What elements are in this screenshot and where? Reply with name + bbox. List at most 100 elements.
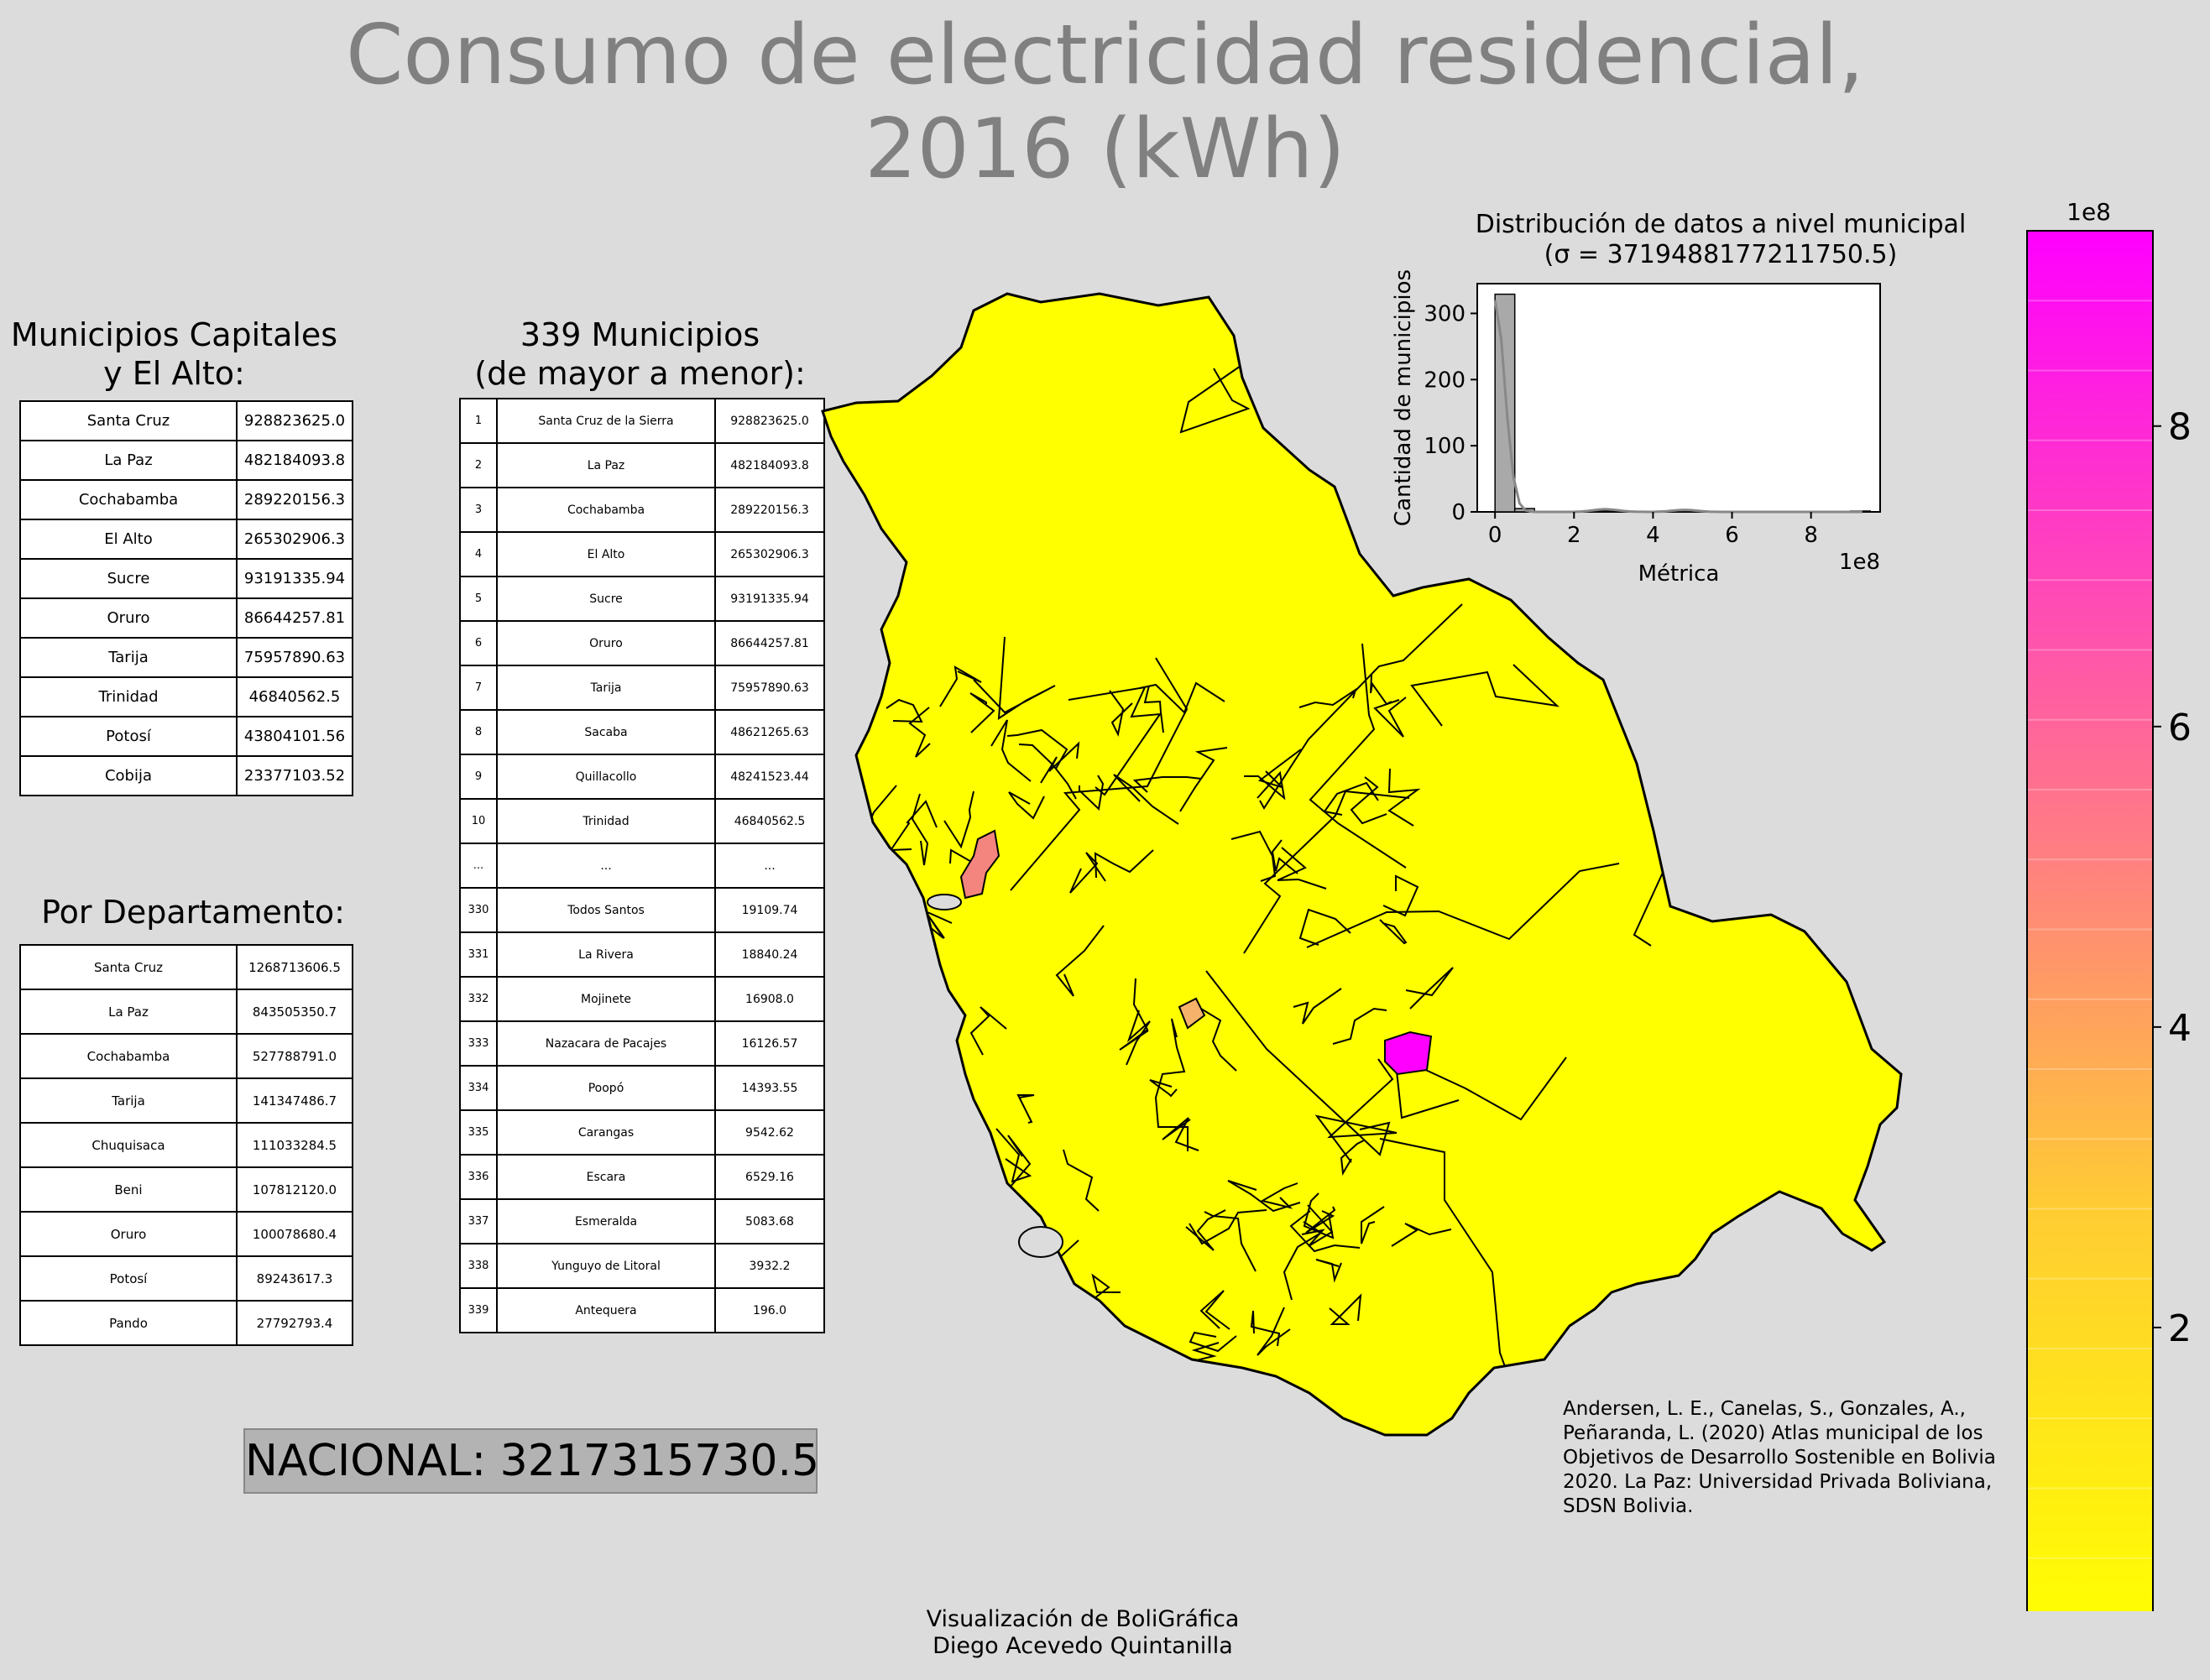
municipal-border xyxy=(1227,1180,1301,1213)
municipality-value-cell: 48241523.44 xyxy=(714,754,825,800)
capital-value-cell: 482184093.8 xyxy=(236,440,353,481)
capital-row: Potosí 43804101.56 xyxy=(19,716,353,757)
municipal-border xyxy=(923,1119,975,1144)
municipality-rank-cell: 334 xyxy=(459,1065,498,1111)
department-name-cell: Oruro xyxy=(19,1211,238,1257)
municipality-rank-cell: ... xyxy=(459,843,498,889)
municipality-name-cell: Escara xyxy=(496,1154,716,1200)
municipality-name-cell: El Alto xyxy=(496,531,716,577)
municipality-rank-cell: 331 xyxy=(459,931,498,978)
capital-name-cell: Trinidad xyxy=(19,676,238,717)
municipal-border xyxy=(1271,839,1298,874)
municipality-rank-cell: 332 xyxy=(459,976,498,1022)
municipality-name-cell: ... xyxy=(496,843,716,889)
municipal-border xyxy=(943,790,974,849)
capital-value-cell: 93191335.94 xyxy=(236,558,353,599)
municipal-border xyxy=(1139,681,1225,714)
municipality-value-cell: 482184093.8 xyxy=(714,442,825,488)
lake-titicaca xyxy=(927,894,962,910)
page-title: Consumo de electricidad residencial, 201… xyxy=(0,8,2210,196)
department-value-cell: 843505350.7 xyxy=(236,989,353,1035)
histogram-x-tick-label: 0 xyxy=(1488,523,1502,548)
histogram-x-label: Métrica xyxy=(1638,561,1720,587)
municipal-border xyxy=(1298,908,1351,946)
municipality-rank-cell: 10 xyxy=(459,798,498,844)
municipality-rank-cell: 5 xyxy=(459,576,498,622)
municipal-border xyxy=(1068,686,1162,796)
municipality-rank-cell: 7 xyxy=(459,665,498,711)
municipality-name-cell: Santa Cruz de la Sierra xyxy=(496,398,716,444)
municipal-border xyxy=(1309,643,1407,869)
municipal-border xyxy=(1293,988,1342,1025)
capital-value-cell: 23377103.52 xyxy=(236,755,353,796)
capitals-heading: Municipios Capitales y El Alto: xyxy=(0,316,348,393)
municipal-border xyxy=(1301,1204,1334,1247)
municipal-border xyxy=(1189,1209,1267,1245)
municipality-rank-cell: 330 xyxy=(459,887,498,933)
department-value-cell: 111033284.5 xyxy=(236,1122,353,1168)
capital-name-cell: Potosí xyxy=(19,716,238,757)
capital-value-cell: 265302906.3 xyxy=(236,519,353,560)
title-line-2: 2016 (kWh) xyxy=(865,102,1345,197)
capital-value-cell: 75957890.63 xyxy=(236,637,353,678)
municipal-border xyxy=(1040,741,1080,784)
map-region-santa-cruz xyxy=(1384,1030,1433,1076)
histogram-title-line-2: (σ = 3719488177211750.5) xyxy=(1544,240,1898,269)
capital-value-cell: 289220156.3 xyxy=(236,479,353,520)
municipality-rank-cell: 6 xyxy=(459,620,498,666)
municipal-border xyxy=(969,692,995,733)
municipality-value-cell: 289220156.3 xyxy=(714,487,825,533)
municipality-rank-cell: 337 xyxy=(459,1198,498,1244)
municipal-border xyxy=(1113,774,1179,825)
capital-name-cell: Sucre xyxy=(19,558,238,599)
municipality-value-cell: 19109.74 xyxy=(714,887,825,933)
department-row: Tarija 141347486.7 xyxy=(19,1077,353,1124)
municipal-border xyxy=(1373,697,1407,738)
colorbar-tick-label: 8 xyxy=(2168,406,2192,449)
municipal-border xyxy=(1405,967,1454,1010)
municipal-border xyxy=(1189,1331,1237,1353)
municipality-value-cell: 928823625.0 xyxy=(714,398,825,444)
histogram-title-line-1: Distribución de datos a nivel municipal xyxy=(1475,210,1967,239)
municipal-border xyxy=(1192,1003,1237,1072)
municipality-value-cell: 93191335.94 xyxy=(714,576,825,622)
credits-line-2: Diego Acevedo Quintanilla xyxy=(933,1633,1233,1659)
colorbar-frame xyxy=(2026,230,2154,1611)
municipal-border xyxy=(969,1006,1007,1056)
municipal-border xyxy=(940,1140,969,1198)
municipal-border xyxy=(1079,775,1105,811)
histogram-y-tick-label: 300 xyxy=(1424,301,1465,326)
capital-value-cell: 928823625.0 xyxy=(236,400,353,441)
department-row: Potosí 89243617.3 xyxy=(19,1255,353,1302)
municipality-name-cell: Antequera xyxy=(496,1287,716,1333)
municipality-value-cell: 265302906.3 xyxy=(714,531,825,577)
department-value-cell: 527788791.0 xyxy=(236,1033,353,1079)
histogram-kde-curve xyxy=(1493,300,1863,514)
municipal-border xyxy=(1767,599,1840,704)
municipal-border xyxy=(1162,1117,1199,1151)
municipal-border xyxy=(1306,863,1620,948)
histogram-plot-area xyxy=(1476,283,1881,513)
municipality-row: 10 Trinidad 46840562.5 xyxy=(459,798,825,844)
municipal-border xyxy=(922,1183,948,1252)
municipality-name-cell: Sacaba xyxy=(496,709,716,755)
municipality-rank-cell: 3 xyxy=(459,487,498,533)
colorbar-multiplier: 1e8 xyxy=(2066,201,2111,226)
capital-value-cell: 46840562.5 xyxy=(236,676,353,717)
department-value-cell: 107812120.0 xyxy=(236,1166,353,1213)
capital-name-cell: La Paz xyxy=(19,440,238,481)
municipality-row: ......... xyxy=(459,843,825,889)
municipality-row: 3 Cochabamba 289220156.3 xyxy=(459,487,825,533)
municipality-value-cell: 75957890.63 xyxy=(714,665,825,711)
municipal-border xyxy=(1016,1094,1035,1124)
capital-row: Cochabamba 289220156.3 xyxy=(19,479,353,520)
department-value-cell: 141347486.7 xyxy=(236,1077,353,1124)
department-row: Santa Cruz 1268713606.5 xyxy=(19,944,353,990)
municipal-border xyxy=(886,698,923,723)
department-row: Chuquisaca 111033284.5 xyxy=(19,1122,353,1168)
municipal-border xyxy=(1179,747,1228,812)
municipality-name-cell: Nazacara de Pacajes xyxy=(496,1020,716,1067)
municipal-border xyxy=(973,636,1056,720)
municipality-value-cell: 86644257.81 xyxy=(714,620,825,666)
histogram-x-tick-label: 6 xyxy=(1725,523,1739,548)
